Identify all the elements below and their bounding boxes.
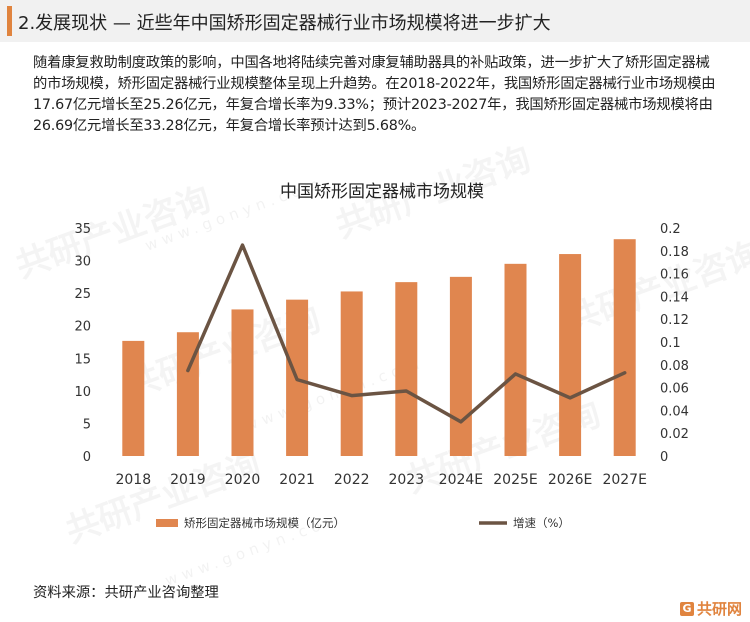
bar-series <box>122 239 636 456</box>
right-axis-tick-label: 0 <box>660 450 668 465</box>
line-series <box>186 243 627 424</box>
bar <box>122 340 145 456</box>
x-axis-tick-label: 2020 <box>225 472 261 488</box>
right-axis-tick-label: 0.18 <box>660 245 689 260</box>
intro-paragraph: 随着康复救助制度政策的影响，中国各地将陆续完善对康复辅助器具的补贴政策，进一步扩… <box>33 55 716 134</box>
bar <box>231 309 254 456</box>
chart-legend: 矫形固定器械市场规模（亿元） 增速（%） <box>156 516 570 530</box>
x-axis-tick-label: 2025E <box>493 472 537 488</box>
legend-bar-label: 矫形固定器械市场规模（亿元） <box>184 516 345 530</box>
x-axis-tick-label: 2026E <box>548 472 592 488</box>
left-axis-tick-label: 0 <box>83 450 91 465</box>
brand-logo-text: 共研网 <box>696 600 742 618</box>
x-axis-tick-label: 2027E <box>602 472 646 488</box>
right-axis-tick-label: 0.2 <box>660 222 681 237</box>
right-axis-tick-label: 0.1 <box>660 336 681 351</box>
right-axis-tick-label: 0.12 <box>660 313 689 328</box>
x-axis-tick-label: 2018 <box>115 472 151 488</box>
bar <box>504 263 527 456</box>
bar <box>449 276 472 456</box>
x-axis-tick-label: 2019 <box>170 472 206 488</box>
x-axis-tick-label: 2022 <box>334 472 370 488</box>
growth-line <box>186 243 627 424</box>
bar <box>340 291 363 456</box>
left-axis-tick-label: 15 <box>74 352 91 367</box>
left-axis: 0 5 10 15 20 25 30 35 <box>74 222 91 465</box>
right-axis-tick-label: 0.08 <box>660 359 689 374</box>
left-axis-tick-label: 20 <box>74 320 91 335</box>
right-axis-tick-label: 0.02 <box>660 427 689 442</box>
left-axis-tick-label: 10 <box>74 385 91 400</box>
brand-logo-icon: G <box>679 601 694 616</box>
right-axis: 0 0.02 0.04 0.06 0.08 0.1 0.12 0.14 0.16 0.18 0.2 <box>660 222 689 465</box>
bar <box>176 332 199 456</box>
brand-logo: G 共研网 <box>679 598 742 619</box>
legend-line-label: 增速（%） <box>513 516 570 530</box>
right-axis-tick-label: 0.04 <box>660 404 689 419</box>
x-axis-tick-label: 2023 <box>388 472 424 488</box>
left-axis-tick-label: 5 <box>83 417 91 432</box>
legend-bar-swatch <box>156 519 178 527</box>
left-axis-tick-label: 25 <box>74 287 91 302</box>
x-axis-tick-label: 2021 <box>279 472 315 488</box>
bar <box>395 282 418 456</box>
section-header: 2.发展现状 — 近些年中国矫形固定器械行业市场规模将进一步扩大 <box>0 0 750 42</box>
right-axis-tick-label: 0.14 <box>660 290 689 305</box>
x-axis: 2018 2019 2020 2021 2022 2023 2024E 2025E 2026E 2… <box>115 472 646 488</box>
x-axis-tick-label: 2024E <box>439 472 483 488</box>
bar <box>559 254 582 456</box>
right-axis-tick-label: 0.16 <box>660 268 689 283</box>
source-note: 资料来源：共研产业咨询整理 <box>33 585 219 601</box>
right-axis-tick-label: 0.06 <box>660 382 689 397</box>
header-accent-bar <box>7 6 12 36</box>
bar <box>613 239 636 456</box>
left-axis-tick-label: 30 <box>74 255 91 270</box>
chart-title: 中国矫形固定器械市场规模 <box>280 182 484 202</box>
left-axis-tick-label: 35 <box>74 222 91 237</box>
page-title: 2.发展现状 — 近些年中国矫形固定器械行业市场规模将进一步扩大 <box>18 13 551 34</box>
